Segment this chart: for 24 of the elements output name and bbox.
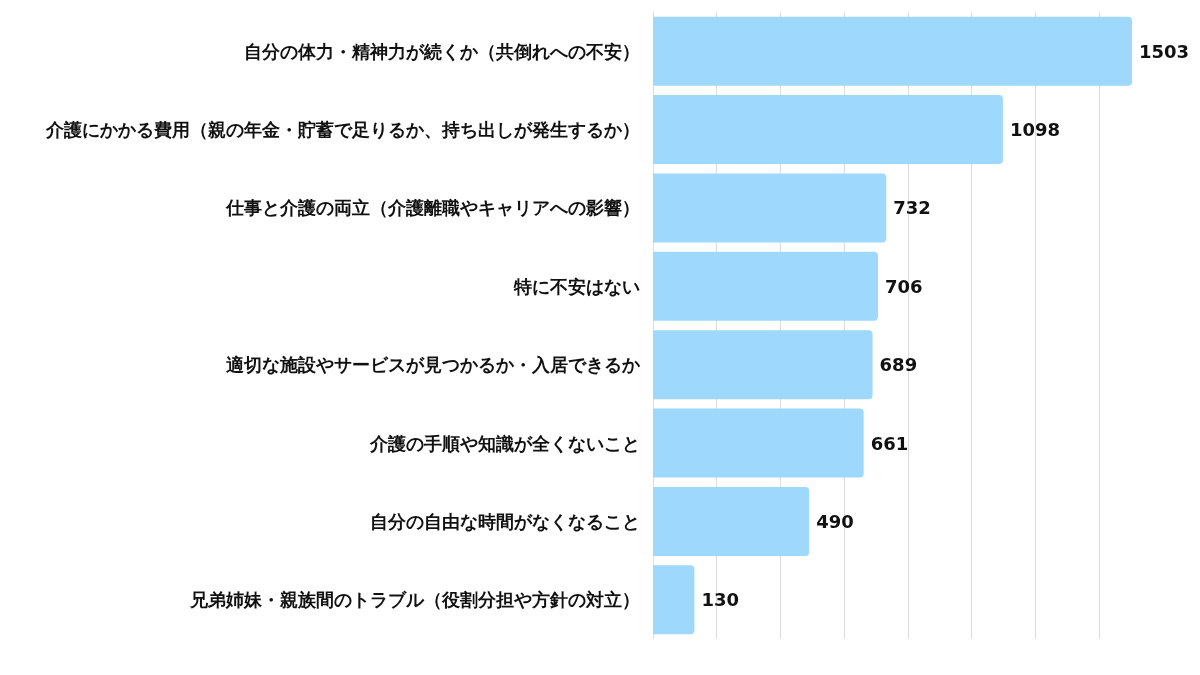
bar (653, 251, 878, 321)
y-tick-label: 仕事と介護の両立（介護離職やキャリアへの影響） (225, 197, 640, 219)
y-tick-label: 兄弟姉妹・親族間のトラブル（役割分担や方針の対立） (189, 589, 640, 611)
bar (653, 95, 1003, 165)
y-tick-label: 自分の体力・精神力が続くか（共倒れへの不安） (244, 40, 640, 62)
bar (653, 330, 873, 400)
data-label: 130 (701, 589, 740, 611)
bar (653, 486, 810, 556)
bar (653, 408, 864, 478)
bar (653, 16, 1132, 86)
data-label: 689 (879, 354, 918, 376)
data-label: 661 (870, 432, 909, 454)
y-tick-label: 介護にかかる費用（親の年金・貯蓄で足りるか、持ち出しが発生するか） (45, 119, 640, 141)
data-label: 1098 (1009, 119, 1061, 141)
data-label: 706 (885, 275, 923, 297)
y-tick-label: 特に不安はない (513, 275, 640, 297)
data-label: 490 (816, 510, 854, 532)
y-tick-label: 適切な施設やサービスが見つかるか・入居できるか (226, 354, 641, 376)
data-label: 732 (893, 197, 931, 219)
y-tick-label: 介護の手順や知識が全くないこと (369, 432, 640, 454)
y-tick-label: 自分の自由な時間がなくなること (370, 510, 640, 532)
bar (653, 173, 887, 243)
bar (653, 565, 695, 635)
data-label: 1503 (1139, 40, 1190, 62)
